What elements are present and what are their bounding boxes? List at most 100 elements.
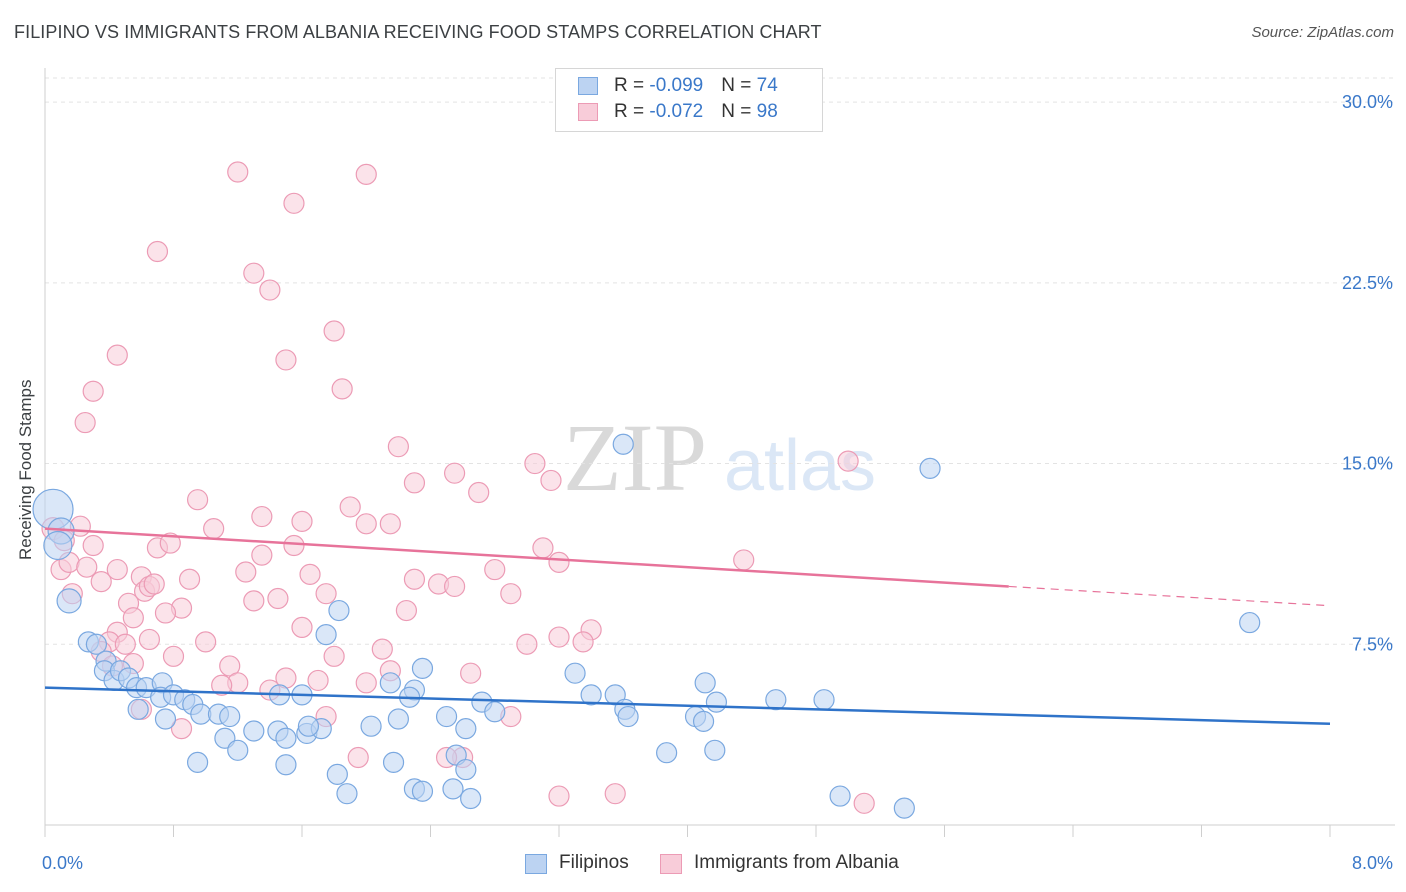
point-filipinos — [186, 751, 209, 773]
point-albania — [733, 549, 755, 571]
point-filipinos — [190, 703, 212, 725]
point-albania — [106, 558, 128, 581]
legend-n-value: 74 — [756, 75, 778, 96]
point-albania — [178, 568, 201, 590]
watermark-zip: ZIP — [563, 404, 707, 511]
point-filipinos — [612, 433, 634, 455]
point-albania — [143, 573, 165, 595]
point-albania — [323, 645, 345, 667]
point-albania — [347, 746, 369, 769]
point-albania — [90, 571, 112, 593]
stats-legend: R = -0.099 N = 74 R = -0.072 N = 98 — [555, 68, 823, 132]
point-albania — [114, 633, 136, 655]
point-filipinos — [360, 715, 382, 737]
point-albania — [186, 489, 209, 511]
point-filipinos — [564, 662, 586, 684]
point-filipinos — [455, 758, 477, 781]
point-albania — [443, 462, 466, 484]
point-albania — [195, 631, 217, 653]
point-albania — [74, 411, 96, 434]
point-filipinos — [315, 624, 337, 646]
point-albania — [291, 616, 313, 639]
x-tick-label: 8.0% — [1352, 853, 1393, 873]
point-filipinos — [328, 599, 350, 622]
point-filipinos — [704, 739, 726, 761]
point-albania — [331, 378, 353, 400]
point-filipinos — [297, 715, 320, 737]
y-tick-label: 30.0% — [1342, 92, 1393, 112]
point-albania — [82, 380, 104, 402]
point-filipinos — [379, 672, 401, 694]
point-filipinos — [435, 705, 458, 728]
point-filipinos — [154, 708, 177, 730]
legend-label-albania: Immigrants from Albania — [694, 852, 899, 873]
legend-n-label: N = — [721, 101, 757, 122]
point-albania — [540, 469, 562, 492]
point-filipinos — [411, 657, 434, 679]
x-tick-label: 0.0% — [42, 853, 83, 873]
point-albania — [387, 436, 409, 458]
point-albania — [227, 161, 249, 183]
point-albania — [837, 450, 859, 472]
point-albania — [267, 587, 289, 610]
point-albania — [460, 662, 482, 684]
chart-title: FILIPINO VS IMMIGRANTS FROM ALBANIA RECE… — [14, 22, 822, 42]
point-albania — [243, 262, 265, 284]
point-filipinos — [617, 705, 639, 728]
point-albania — [468, 481, 490, 504]
point-albania — [484, 558, 506, 581]
point-albania — [604, 783, 626, 805]
point-albania — [379, 513, 401, 535]
point-filipinos — [656, 742, 678, 764]
point-albania — [307, 669, 329, 692]
point-filipinos — [227, 739, 249, 761]
point-albania — [355, 672, 377, 694]
point-albania — [572, 631, 594, 653]
point-albania — [82, 534, 104, 557]
point-albania — [853, 792, 875, 814]
legend-r-label: R = — [614, 75, 650, 96]
point-albania — [548, 626, 570, 648]
point-albania — [516, 633, 538, 655]
point-albania — [251, 505, 273, 528]
point-filipinos — [705, 691, 728, 713]
legend-swatch-albania — [578, 103, 598, 121]
point-filipinos — [382, 751, 405, 773]
point-albania — [299, 563, 321, 585]
point-albania — [548, 785, 570, 807]
point-filipinos — [829, 785, 851, 807]
point-filipinos — [919, 457, 941, 479]
point-albania — [371, 638, 393, 660]
point-albania — [403, 568, 426, 590]
point-albania — [548, 551, 570, 573]
legend-n-label: N = — [721, 75, 757, 96]
point-filipinos — [275, 754, 297, 776]
point-filipinos — [692, 710, 715, 732]
legend-swatch-albania — [660, 854, 682, 874]
point-albania — [355, 163, 377, 185]
point-albania — [159, 532, 181, 554]
point-albania — [403, 472, 426, 494]
legend-r-label: R = — [614, 101, 650, 122]
point-albania — [203, 518, 225, 540]
point-albania — [283, 192, 305, 214]
point-albania — [283, 534, 305, 557]
point-filipinos — [243, 720, 265, 742]
point-filipinos — [484, 701, 506, 723]
point-filipinos — [275, 727, 297, 749]
point-filipinos — [580, 684, 602, 706]
y-tick-label: 7.5% — [1352, 634, 1393, 654]
point-albania — [315, 583, 337, 605]
point-albania — [76, 556, 98, 578]
point-albania — [275, 349, 297, 371]
point-albania — [251, 544, 273, 566]
point-filipinos — [56, 588, 82, 614]
point-filipinos — [813, 689, 835, 711]
point-albania — [339, 496, 361, 518]
point-filipinos — [411, 780, 434, 802]
point-albania — [211, 674, 233, 696]
point-albania — [170, 718, 193, 740]
legend-label-filipinos: Filipinos — [559, 852, 629, 873]
point-filipinos — [442, 778, 464, 800]
